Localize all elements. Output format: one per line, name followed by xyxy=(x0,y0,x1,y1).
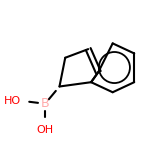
Text: HO: HO xyxy=(4,96,21,106)
Text: B: B xyxy=(41,97,49,110)
Text: OH: OH xyxy=(37,125,54,135)
